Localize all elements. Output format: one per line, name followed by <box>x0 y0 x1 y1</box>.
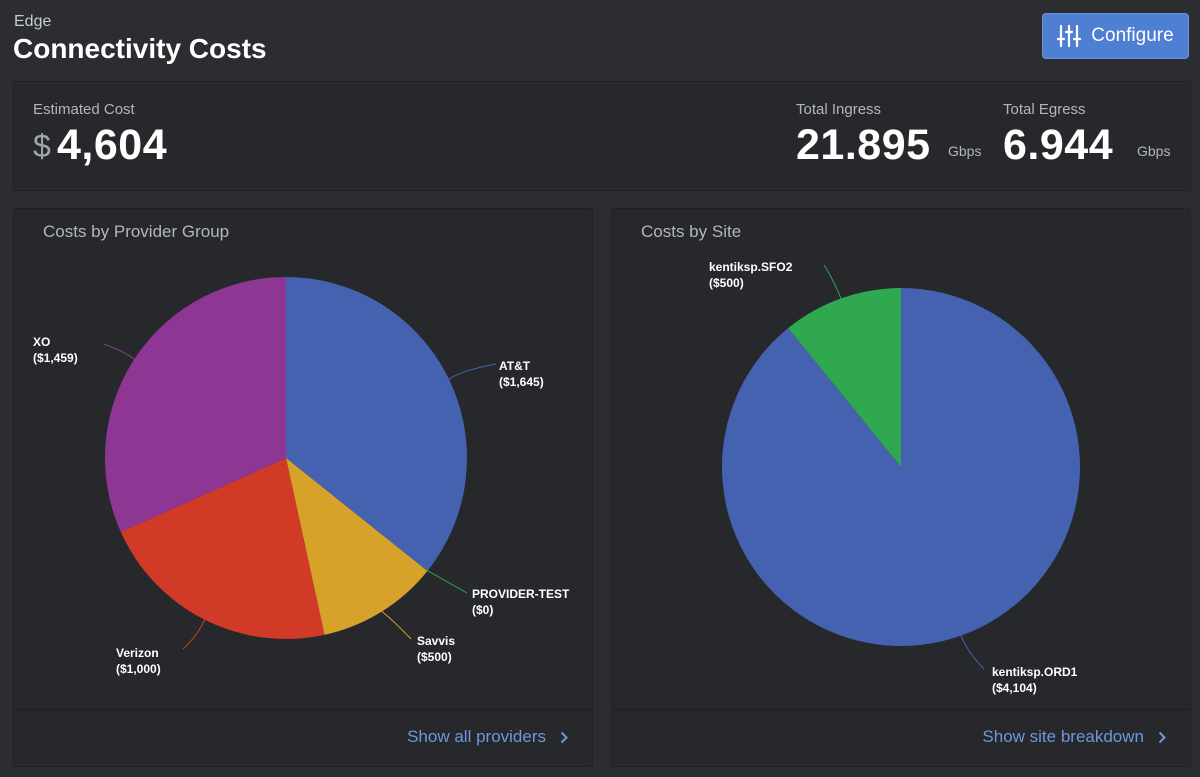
estimated-cost-label: Estimated Cost <box>33 101 135 118</box>
pie-label-value-savvis: ($500) <box>417 650 452 664</box>
pie-label-value-at-t: ($1,645) <box>499 375 544 389</box>
total-egress-value: 6.944 <box>1003 121 1114 169</box>
pie-label-name-kentiksp-ord1: kentiksp.ORD1 <box>992 665 1078 679</box>
estimated-cost-value: 4,604 <box>57 121 168 169</box>
cost-currency-symbol: $ <box>33 128 51 164</box>
pie-leader-line-kentiksp-sfo2 <box>823 264 843 301</box>
summary-stats-card: Estimated Cost $ 4,604 Total Ingress 21.… <box>13 81 1191 191</box>
pie-label-name-verizon: Verizon <box>116 646 159 660</box>
show-all-providers-label: Show all providers <box>407 727 546 746</box>
site-chart-title: Costs by Site <box>641 222 742 241</box>
pie-label-name-savvis: Savvis <box>417 634 455 648</box>
configure-label: Configure <box>1091 25 1174 46</box>
pie-slice-kentiksp-ord1[interactable] <box>722 288 1081 646</box>
configure-button[interactable]: Configure <box>1042 13 1189 59</box>
pie-label-name-provider-test: PROVIDER-TEST <box>472 587 570 601</box>
total-egress-label: Total Egress <box>1003 101 1086 118</box>
pie-label-value-verizon: ($1,000) <box>116 662 161 676</box>
total-ingress-label: Total Ingress <box>796 101 882 118</box>
pie-slice-kentiksp-sfo2[interactable] <box>788 288 901 467</box>
pie-label-name-at-t: AT&T <box>499 359 531 373</box>
site-panel-footer: Show site breakdown <box>612 709 1190 766</box>
pie-label-value-provider-test: ($0) <box>472 603 493 617</box>
pie-leader-line-provider-test <box>425 569 468 594</box>
breadcrumb[interactable]: Edge <box>14 13 52 30</box>
provider-panel-footer: Show all providers <box>14 709 592 766</box>
site-costs-panel: Costs by Site kentiksp.ORD1 ($4,104) kenti… <box>611 208 1191 767</box>
chevron-right-icon <box>1158 731 1166 743</box>
pie-slice-xo[interactable] <box>105 277 286 532</box>
provider-chart-title: Costs by Provider Group <box>43 222 230 241</box>
show-all-providers-link[interactable]: Show all providers <box>407 727 568 747</box>
page-title: Connectivity Costs <box>13 33 267 64</box>
pie-slice-savvis[interactable] <box>286 458 428 635</box>
provider-pie-chart: AT&T ($1,645) PROVIDER-TEST ($0) Savvis ($500… <box>33 277 570 676</box>
chevron-right-icon <box>560 731 568 743</box>
pie-leader-line-verizon <box>182 617 206 650</box>
pie-label-name-xo: XO <box>33 335 50 349</box>
pie-label-value-xo: ($1,459) <box>33 351 78 365</box>
sliders-icon <box>1057 24 1082 48</box>
show-site-breakdown-link[interactable]: Show site breakdown <box>982 727 1166 747</box>
total-ingress-value: 21.895 <box>796 121 931 169</box>
pie-leader-line-xo <box>103 343 137 361</box>
pie-leader-line-kentiksp-ord1 <box>959 633 985 670</box>
pie-slice-verizon[interactable] <box>120 458 325 639</box>
pie-label-value-kentiksp-ord1: ($4,104) <box>992 681 1037 695</box>
pie-slice-at-t[interactable] <box>286 277 467 571</box>
pie-label-name-kentiksp-sfo2: kentiksp.SFO2 <box>709 260 793 274</box>
pie-label-value-kentiksp-sfo2: ($500) <box>709 276 744 290</box>
pie-leader-line-savvis <box>380 609 412 640</box>
site-pie-chart: kentiksp.ORD1 ($4,104) kentiksp.SFO2 ($500) <box>709 260 1081 695</box>
ingress-unit: Gbps <box>948 143 982 159</box>
provider-costs-panel: Costs by Provider Group AT&T ($1,645) PROV… <box>13 208 593 767</box>
show-site-breakdown-label: Show site breakdown <box>982 727 1144 746</box>
egress-unit: Gbps <box>1137 143 1171 159</box>
pie-leader-line-at-t <box>446 363 497 381</box>
